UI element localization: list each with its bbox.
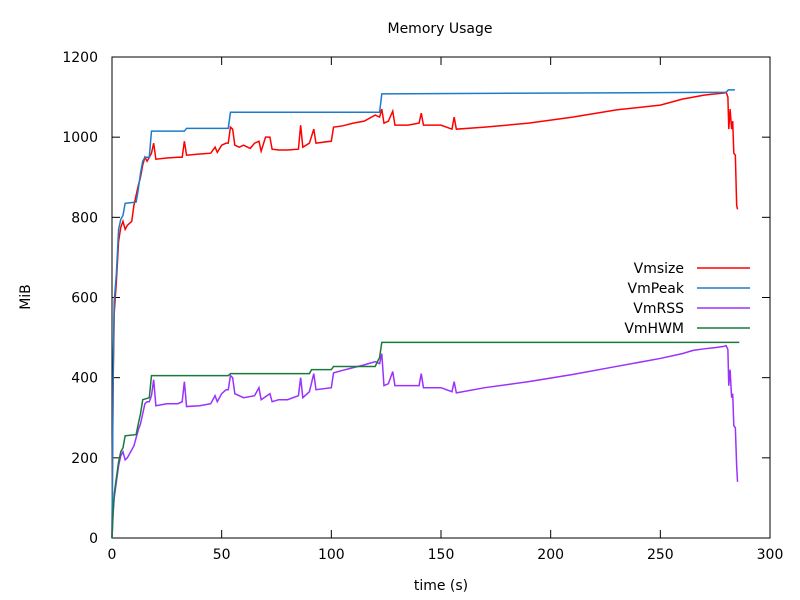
- legend-label-vmhwm: VmHWM: [624, 321, 684, 337]
- y-tick-label: 800: [71, 210, 98, 226]
- legend: Vmsize VmPeak VmRSS VmHWM: [624, 261, 750, 337]
- x-tick-label: 150: [428, 547, 455, 563]
- x-axis: 0 50 100 150 200 250 300: [108, 57, 784, 563]
- y-tick-label: 400: [71, 371, 98, 387]
- y-tick-label: 1000: [62, 130, 98, 146]
- x-tick-label: 300: [757, 547, 784, 563]
- y-axis-label: MiB: [18, 284, 34, 310]
- series-line-vmpeak: [111, 89, 735, 539]
- legend-label-vmrss: VmRSS: [633, 301, 684, 317]
- series-lines: [111, 89, 740, 539]
- series-line-vmhwm: [111, 341, 740, 539]
- x-tick-label: 0: [108, 547, 117, 563]
- chart-title: Memory Usage: [387, 21, 492, 37]
- y-tick-label: 0: [89, 531, 98, 547]
- x-tick-label: 100: [318, 547, 345, 563]
- x-tick-label: 250: [647, 547, 674, 563]
- plot-area-frame: [111, 56, 771, 539]
- series-line-vmrss: [111, 344, 739, 539]
- x-tick-label: 50: [213, 547, 231, 563]
- x-tick-label: 200: [537, 547, 564, 563]
- x-axis-label: time (s): [414, 578, 468, 594]
- legend-label-vmpeak: VmPeak: [628, 281, 685, 297]
- y-tick-label: 200: [71, 451, 98, 467]
- legend-label-vmsize: Vmsize: [634, 261, 684, 277]
- series-line-vmsize: [111, 91, 739, 539]
- y-axis: 0 200 400 600 800 1000 1200: [62, 50, 770, 547]
- y-tick-label: 600: [71, 291, 98, 307]
- y-tick-label: 1200: [62, 50, 98, 66]
